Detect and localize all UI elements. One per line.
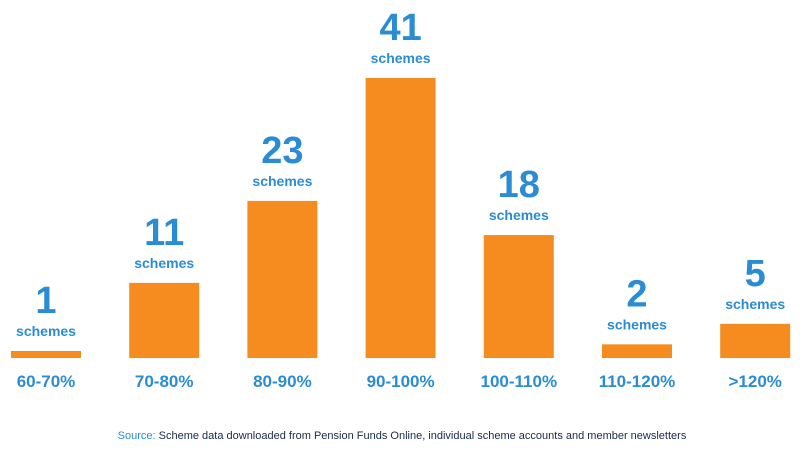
- bar: [129, 282, 200, 358]
- bar-value-label: 11: [144, 212, 184, 254]
- bar: [247, 200, 318, 358]
- x-tick-label: 70-80%: [135, 372, 194, 391]
- bar-unit-label: schemes: [134, 255, 194, 271]
- bar-unit-label: schemes: [252, 173, 312, 189]
- bar-unit-label: schemes: [489, 207, 549, 223]
- x-tick-label: 110-120%: [599, 372, 676, 391]
- bar-unit-label: schemes: [607, 316, 667, 332]
- x-tick-label: 90-100%: [367, 372, 435, 391]
- source-label: Source:: [117, 430, 156, 442]
- bar-unit-label: schemes: [371, 50, 431, 66]
- bar-unit-label: schemes: [725, 296, 785, 312]
- bar-value-label: 41: [379, 7, 421, 49]
- bar-value-label: 18: [498, 164, 540, 206]
- bar: [365, 77, 436, 358]
- x-tick-label: 60-70%: [17, 372, 76, 391]
- bar: [720, 323, 791, 358]
- bar-chart: 1schemes60-70%11schemes70-80%23schemes80…: [11, 7, 791, 391]
- bar-value-label: 1: [35, 280, 56, 322]
- bar-value-label: 2: [626, 273, 647, 315]
- source-note: Source: Scheme data downloaded from Pens…: [0, 430, 804, 442]
- x-tick-label: >120%: [728, 372, 781, 391]
- x-tick-label: 100-110%: [481, 372, 558, 391]
- x-tick-label: 80-90%: [253, 372, 312, 391]
- bar: [602, 344, 672, 358]
- bar-value-label: 23: [261, 130, 303, 172]
- source-text: Scheme data downloaded from Pension Fund…: [158, 430, 687, 442]
- bar: [483, 235, 554, 358]
- bar: [11, 351, 81, 358]
- bar-unit-label: schemes: [16, 323, 76, 339]
- bar-value-label: 5: [745, 253, 766, 295]
